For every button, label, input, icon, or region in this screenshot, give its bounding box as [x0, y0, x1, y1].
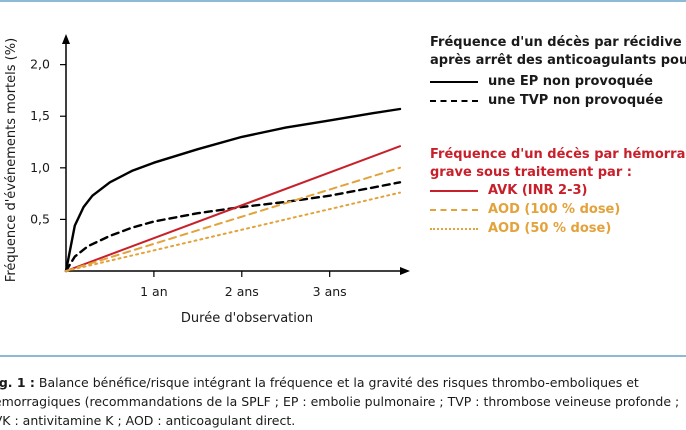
x-tick-label: 1 an — [140, 284, 168, 299]
legend-label-aod-100: AOD (100 % dose) — [488, 202, 621, 217]
series-avk-line — [65, 145, 401, 272]
series-aod-50-line — [65, 191, 401, 272]
y-tick-label: 1,0 — [30, 160, 50, 175]
y-tick-label: 0,5 — [30, 211, 50, 226]
caption-line-2: hémorragiques (recommandations de la SPL… — [0, 394, 680, 409]
legend-item-ep: une EP non provoquée — [430, 73, 686, 91]
legend-swatch-aod-100 — [430, 209, 478, 211]
y-tick-label: 2,0 — [30, 57, 50, 72]
y-axis-label: Fréquence d'événements mortels (%) — [4, 38, 19, 282]
legend-title-hemorrhage-line1: Fréquence d'un décès par hémorragie — [430, 147, 686, 162]
legend-label-aod-50: AOD (50 % dose) — [488, 221, 612, 236]
caption-line-3: AVK : antivitamine K ; AOD : anticoagula… — [0, 413, 296, 428]
legend-title-hemorrhage-line2: grave sous traitement par : — [430, 165, 632, 180]
series-ep-line — [64, 107, 402, 273]
caption-label: Fig. 1 : — [0, 375, 35, 390]
x-axis-arrow — [400, 267, 410, 275]
legend-label-tvp: une TVP non provoquée — [488, 93, 664, 108]
figure-caption: Fig. 1 : Balance bénéfice/risque intégra… — [0, 374, 686, 430]
legend-label-ep: une EP non provoquée — [488, 74, 654, 89]
legend-swatch-avk — [430, 190, 478, 192]
legend-item-aod-100: AOD (100 % dose) — [430, 201, 686, 219]
legend-title-hemorrhage: Fréquence d'un décès par hémorragie grav… — [430, 146, 686, 182]
legend-item-avk: AVK (INR 2-3) — [430, 182, 686, 200]
series-tvp-line — [64, 181, 402, 273]
caption-line-1: Fig. 1 : Balance bénéfice/risque intégra… — [0, 374, 639, 392]
chart-series — [64, 107, 402, 273]
legend-swatch-aod-50 — [430, 228, 478, 230]
legend-item-aod-50: AOD (50 % dose) — [430, 220, 686, 238]
legend-item-tvp: une TVP non provoquée — [430, 92, 686, 110]
legend-swatch-tvp — [430, 100, 478, 102]
y-tick-label: 1,5 — [30, 108, 50, 123]
legend-swatch-ep — [430, 81, 478, 83]
x-axis-label: Durée d'observation — [181, 311, 313, 326]
chart-axes: 1 an 2 ans 3 ans 0,5 1,0 1,5 2,0 — [30, 34, 410, 299]
series-aod-100-line — [65, 166, 401, 272]
legend-label-avk: AVK (INR 2-3) — [488, 183, 588, 198]
caption-text-1: Balance bénéfice/risque intégrant la fré… — [34, 375, 639, 390]
legend-title-recurrence-line1: Fréquence d'un décès par récidive — [430, 35, 682, 50]
legend-title-recurrence-line2: après arrêt des anticoagulants pour : — [430, 53, 686, 68]
x-tick-label: 2 ans — [225, 284, 259, 299]
caption-separator — [0, 355, 686, 357]
x-tick-label: 3 ans — [313, 284, 347, 299]
line-chart: 1 an 2 ans 3 ans 0,5 1,0 1,5 2,0 Durée d'obser… — [4, 34, 410, 326]
legend-title-recurrence: Fréquence d'un décès par récidive après … — [430, 34, 686, 70]
top-border — [0, 0, 686, 2]
y-axis-arrow — [62, 34, 70, 44]
